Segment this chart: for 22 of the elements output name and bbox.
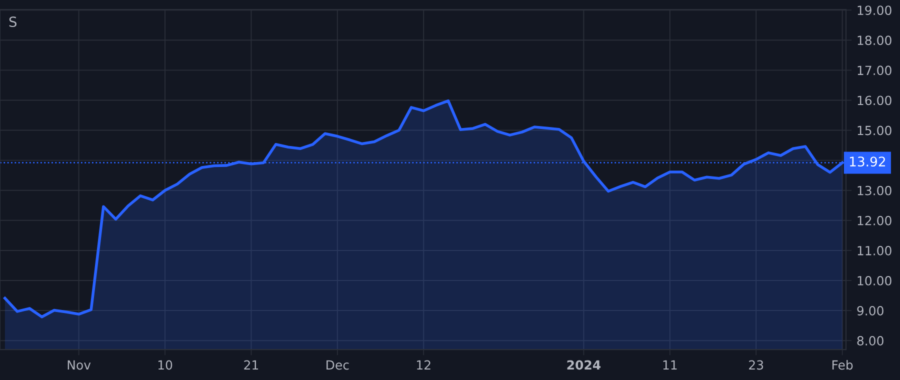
x-tick-label: 2024 bbox=[567, 360, 601, 370]
y-tick-label: 17.00 bbox=[858, 66, 892, 76]
x-tick-label: 11 bbox=[663, 360, 677, 370]
y-tick-label: 12.00 bbox=[858, 216, 892, 226]
x-tick-label: 23 bbox=[749, 360, 764, 370]
y-tick-label: 18.00 bbox=[858, 36, 892, 46]
y-tick-label: 8.00 bbox=[857, 336, 884, 346]
annotation: S bbox=[9, 16, 17, 28]
x-tick-label: 12 bbox=[417, 360, 430, 370]
y-tick-label: 10.00 bbox=[858, 276, 892, 286]
y-tick-label: 16.00 bbox=[858, 96, 892, 106]
x-tick-label: Dec bbox=[326, 360, 349, 370]
y-tick-label: 19.00 bbox=[858, 6, 892, 16]
y-tick-label: 15.00 bbox=[858, 126, 892, 136]
y-tick-label: 11.00 bbox=[858, 246, 892, 256]
y-tick-label: 9.00 bbox=[857, 306, 884, 316]
ref-line-label: 13.92 bbox=[850, 156, 885, 167]
y-tick-label: 13.00 bbox=[858, 186, 892, 196]
x-tick-label: 21 bbox=[244, 360, 258, 370]
x-tick-label: Nov bbox=[68, 360, 91, 370]
x-tick-label: 10 bbox=[158, 360, 172, 370]
x-tick-label: Feb bbox=[832, 360, 853, 370]
